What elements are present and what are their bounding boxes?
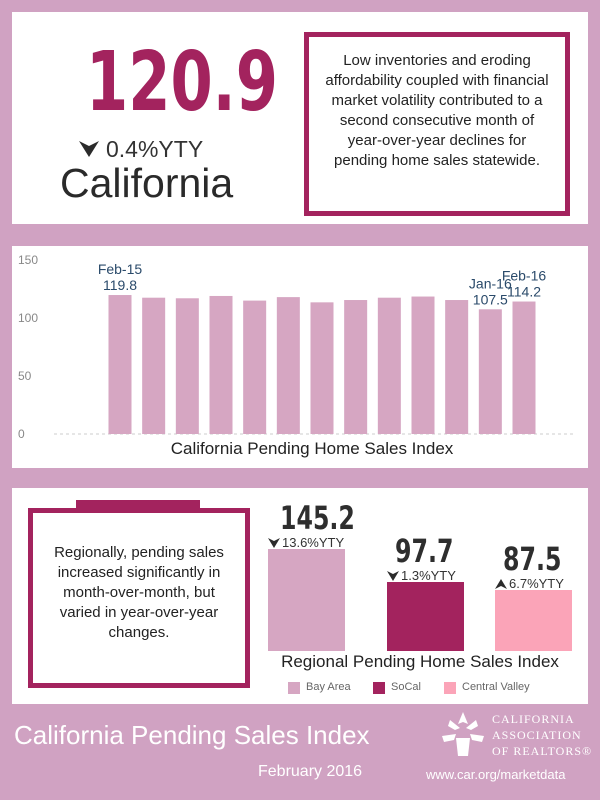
regional-pending-sales-chart: 145.2 13.6%YTY 97.7 1.3%YTY 87.5 6.7%YTY Regio… xyxy=(252,488,588,704)
summary-box: Low inventories and eroding affordabilit… xyxy=(304,32,570,216)
org-line-3: OF REALTORS® xyxy=(492,744,593,758)
y-tick-label: 100 xyxy=(18,311,38,325)
headline-value: 120.9 xyxy=(86,35,278,130)
annotation-label: Feb-16 xyxy=(502,268,547,284)
chart-title: California Pending Home Sales Index xyxy=(171,439,454,458)
legend-label: Central Valley xyxy=(462,681,530,693)
bar-Nov-15 xyxy=(411,296,435,434)
region-change: 6.7%YTY xyxy=(495,576,564,592)
footer-title: California Pending Sales Index xyxy=(14,720,370,750)
annotation-label: Feb-15 xyxy=(98,261,143,277)
bar-socal xyxy=(387,582,464,651)
annotation-value: 107.5 xyxy=(473,291,508,307)
bar-Aug-15 xyxy=(310,302,334,434)
bar-central-valley xyxy=(495,589,572,651)
bar-Dec-15 xyxy=(445,300,469,434)
headline-change: 0.4%YTY xyxy=(106,136,204,162)
down-arrow-icon xyxy=(79,141,99,157)
down-arrow-icon xyxy=(387,569,399,584)
legend-swatch xyxy=(373,682,385,694)
bar-Oct-15 xyxy=(377,297,401,434)
state-chart-panel: 0 50 100 150 Feb-15 119.8 Jan-16 107.5 Feb-16 114… xyxy=(12,246,588,468)
bar-Apr-15 xyxy=(175,298,199,434)
legend-swatch xyxy=(444,682,456,694)
summary-text: Low inventories and eroding affordabilit… xyxy=(325,52,549,169)
chart-title: Regional Pending Home Sales Index xyxy=(281,652,559,671)
region-change-label: 1.3%YTY xyxy=(401,568,456,584)
region-value: 145.2 xyxy=(280,499,355,537)
divider-dots xyxy=(12,478,588,482)
bar-Feb-15 xyxy=(108,295,132,434)
annotation-label: Jan-16 xyxy=(469,275,512,291)
region-change-label: 13.6%YTY xyxy=(282,535,345,550)
realtors-logo: CALIFORNIA ASSOCIATION OF REALTORS® xyxy=(438,708,591,764)
region-change-label: 6.7%YTY xyxy=(509,575,564,591)
legend-label: Bay Area xyxy=(306,681,351,693)
bar-Sep-15 xyxy=(344,300,368,434)
y-tick-label: 50 xyxy=(18,369,32,383)
bar-Mar-15 xyxy=(142,297,166,434)
footer-date: February 2016 xyxy=(258,763,363,780)
region-value: 97.7 xyxy=(395,532,454,571)
realtors-logo-icon xyxy=(442,712,484,756)
bar-Jun-15 xyxy=(243,300,267,434)
divider-dots xyxy=(12,236,588,240)
headline-panel: 120.9 0.4%YTY California Low inventories… xyxy=(12,12,588,224)
y-tick-label: 0 xyxy=(18,427,25,441)
bar-Feb-16 xyxy=(512,301,536,434)
headline-region: California xyxy=(60,160,234,206)
bar-Jul-15 xyxy=(276,297,300,434)
region-change: 1.3%YTY xyxy=(387,568,456,584)
org-line-2: ASSOCIATION xyxy=(492,728,582,742)
legend-label: SoCal xyxy=(391,681,421,693)
bar-Jan-16 xyxy=(478,309,502,434)
region-value: 87.5 xyxy=(503,539,562,578)
org-line-1: CALIFORNIA xyxy=(492,712,575,726)
legend-swatch xyxy=(288,682,300,694)
regional-note-text: Regionally, pending sales increased sign… xyxy=(54,544,224,641)
down-arrow-icon xyxy=(268,536,280,551)
regional-note-box: Regionally, pending sales increased sign… xyxy=(28,508,250,688)
annotation-value: 114.2 xyxy=(507,284,541,300)
bar-bay-area xyxy=(268,549,345,651)
regional-panel: Regionally, pending sales increased sign… xyxy=(12,488,588,704)
bar-May-15 xyxy=(209,295,233,434)
footer-url[interactable]: www.car.org/marketdata xyxy=(426,767,566,782)
region-change: 13.6%YTY xyxy=(268,535,344,551)
annotation-value: 119.8 xyxy=(103,277,137,293)
regional-box-accent xyxy=(76,500,200,508)
y-tick-label: 150 xyxy=(18,253,38,267)
up-arrow-icon xyxy=(495,577,507,592)
